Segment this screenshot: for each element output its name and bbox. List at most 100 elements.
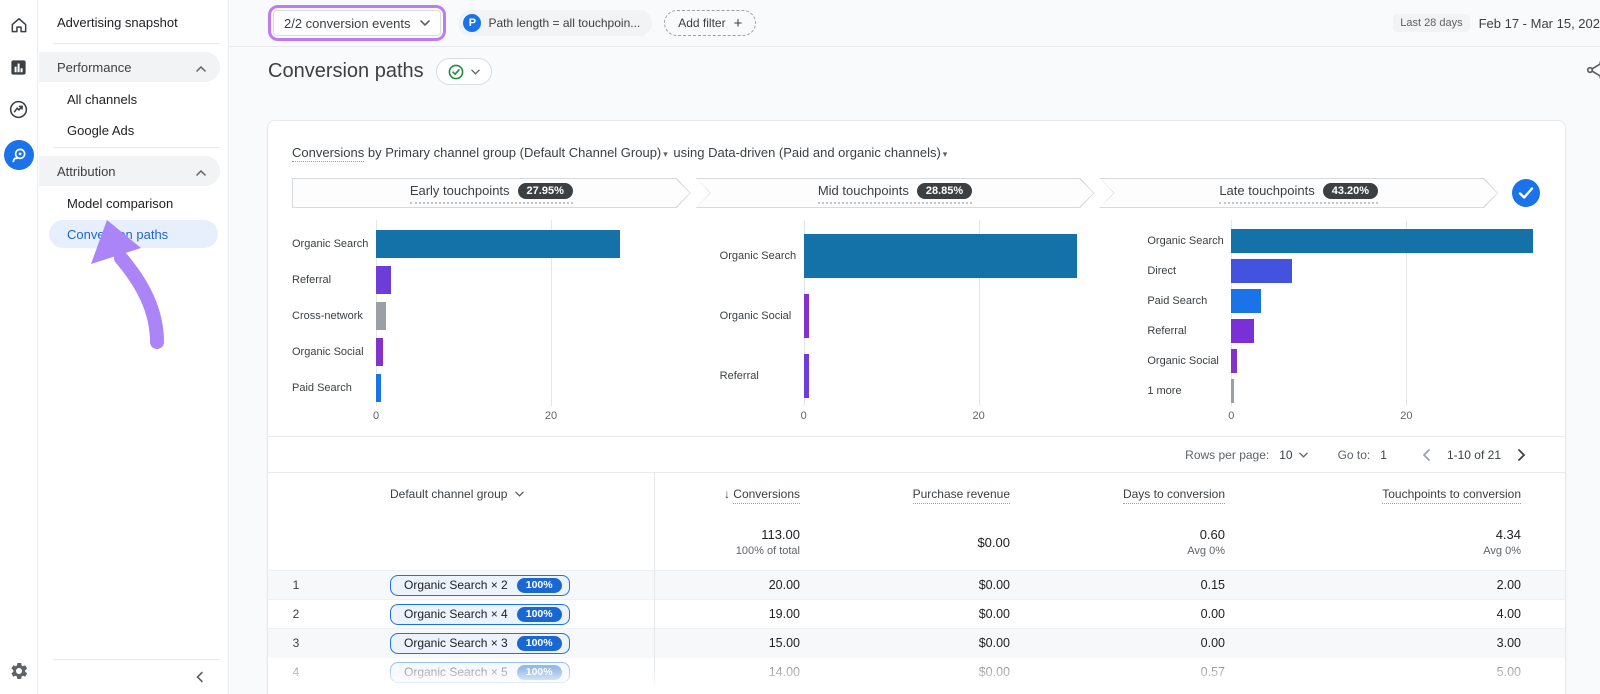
sidebar-item-conversion-paths[interactable]: Conversion paths: [49, 220, 218, 248]
segment-early-touchpoints[interactable]: Early touchpoints 27.95%: [292, 178, 691, 208]
chart-row: Organic Search: [720, 234, 1114, 278]
sidebar-group-performance[interactable]: Performance: [39, 52, 220, 82]
sidebar-item-all-channels[interactable]: All channels: [67, 91, 138, 107]
date-range-picker[interactable]: Last 28 days Feb 17 - Mar 15, 202: [1393, 14, 1600, 32]
summary-touchpoints: 4.34 Avg 0%: [1483, 527, 1521, 557]
touchpoint-segments: Early touchpoints 27.95% Mid touchpoints 28…: [292, 178, 1541, 208]
dimension-dropdown[interactable]: Primary channel group (Default Channel G…: [385, 145, 662, 160]
chart-bar[interactable]: [1231, 349, 1238, 373]
conversion-events-dropdown[interactable]: 2/2 conversion events: [273, 10, 442, 36]
chart-category-label: Organic Search: [719, 250, 797, 262]
chart-late-touchpoints: Organic Search Direct Paid Search Referral O…: [1147, 220, 1541, 424]
model-dropdown[interactable]: Data-driven (Paid and organic channels): [708, 145, 941, 160]
add-filter-button[interactable]: Add filter +: [664, 10, 757, 36]
path-chip[interactable]: Organic Search × 2 100%: [390, 574, 570, 596]
row-days: 0.00: [1200, 636, 1225, 650]
chevron-down-icon: [420, 20, 431, 26]
table-header-row: Default channel group ↓ Conversions Purc…: [268, 472, 1565, 514]
days-header[interactable]: Days to conversion: [1034, 486, 1249, 504]
chart-category-label: Direct: [1147, 265, 1177, 277]
chart-mid-touchpoints: Organic Search Organic Social Referral 0 20: [720, 220, 1114, 424]
revenue-header[interactable]: Purchase revenue: [824, 486, 1034, 504]
table-row: 1 Organic Search × 2 100% 20.00 $0.00 0.15 2.0…: [268, 570, 1565, 599]
row-path-cell: Organic Search × 5 100%: [324, 661, 654, 683]
chart-category-label: Organic Social: [292, 346, 364, 358]
chevron-down-icon: ▾: [942, 149, 948, 159]
chart-bar[interactable]: [803, 234, 1077, 278]
chart-category-label: Paid Search: [292, 382, 352, 394]
report-status-dropdown[interactable]: [435, 58, 492, 85]
chart-category-label: Referral: [719, 370, 759, 382]
previous-page-icon[interactable]: [1417, 445, 1437, 465]
chevron-down-icon: [470, 69, 480, 75]
chart-row: Organic Search: [1147, 229, 1541, 253]
sidebar-item-model-comparison[interactable]: Model comparison: [67, 195, 174, 211]
sidebar-group-label: Attribution: [57, 163, 116, 179]
row-index: 1: [292, 578, 300, 592]
report-card: Conversions by Primary channel group (De…: [267, 120, 1566, 694]
chart-row: Organic Social: [720, 294, 1114, 338]
chart-bar[interactable]: [803, 354, 809, 398]
sidebar-item-advertising-snapshot[interactable]: Advertising snapshot: [57, 15, 178, 30]
date-range-badge: Last 28 days: [1393, 14, 1470, 32]
page-header: Conversion paths: [230, 47, 1600, 96]
goto-input[interactable]: 1: [1380, 447, 1387, 462]
rows-per-page-value: 10: [1279, 447, 1293, 462]
axis-tick-label: 0: [372, 410, 380, 422]
chart-bar[interactable]: [1231, 379, 1234, 403]
advertising-icon[interactable]: [3, 140, 34, 170]
segment-late-touchpoints[interactable]: Late touchpoints 43.20%: [1099, 178, 1498, 208]
sidebar-group-attribution[interactable]: Attribution: [39, 156, 220, 186]
row-index: 3: [292, 636, 300, 650]
next-page-icon[interactable]: [1511, 445, 1531, 465]
conversions-header-label: Conversions: [733, 486, 800, 504]
chart-bar[interactable]: [376, 338, 383, 366]
row-conversions: 14.00: [768, 665, 800, 679]
conversions-header[interactable]: ↓ Conversions: [654, 486, 824, 504]
green-check-icon: [448, 64, 464, 79]
blue-check-icon[interactable]: [1511, 178, 1541, 208]
sort-desc-icon: ↓: [723, 486, 730, 501]
row-conversions: 19.00: [768, 607, 800, 621]
axis-tick-label: 20: [972, 410, 985, 422]
rows-per-page-select[interactable]: 10: [1279, 447, 1308, 462]
chart-bar[interactable]: [376, 230, 621, 258]
table-summary-row: 113.00 100% of total $0.00 0.60 Avg 0% 4…: [268, 514, 1565, 570]
segment-mid-touchpoints[interactable]: Mid touchpoints 28.85%: [696, 178, 1095, 208]
home-icon[interactable]: [8, 14, 30, 36]
sidebar-item-google-ads[interactable]: Google Ads: [67, 122, 135, 138]
chart-gridline: [551, 220, 552, 406]
touchpoints-header[interactable]: Touchpoints to conversion: [1249, 486, 1565, 504]
paths-table: Default channel group ↓ Conversions Purc…: [268, 472, 1565, 686]
path-length-filter-chip[interactable]: P Path length = all touchpoin...: [458, 10, 653, 36]
segment-percentage-badge: 27.95%: [517, 182, 573, 199]
row-path-cell: Organic Search × 4 100%: [324, 603, 654, 625]
chart-row: Referral: [720, 354, 1114, 398]
chart-bar[interactable]: [1231, 259, 1292, 283]
chart-bar[interactable]: [376, 302, 386, 330]
share-icon[interactable]: [1583, 57, 1600, 88]
chart-bar[interactable]: [1231, 319, 1255, 343]
row-touchpoints: 5.00: [1496, 665, 1521, 679]
explore-icon[interactable]: [8, 98, 30, 120]
chart-bar[interactable]: [376, 374, 382, 402]
chart-gridline: [978, 220, 980, 406]
chart-bar[interactable]: [376, 266, 391, 294]
chart-category-label: Paid Search: [1147, 295, 1208, 307]
conversion-events-label: 2/2 conversion events: [284, 15, 411, 31]
reports-icon[interactable]: [8, 56, 30, 78]
rows-per-page: Rows per page: 10: [1185, 447, 1308, 462]
segment-inner: Early touchpoints 27.95%: [409, 182, 573, 204]
collapse-sidebar-icon[interactable]: [39, 660, 228, 694]
axis-tick-label: 20: [1400, 410, 1413, 422]
chart-bar[interactable]: [803, 294, 809, 338]
subtitle-metric[interactable]: Conversions: [292, 145, 365, 162]
chart-bar[interactable]: [1231, 229, 1534, 253]
chart-category-label: 1 more: [1147, 385, 1182, 397]
path-chip[interactable]: Organic Search × 5 100%: [390, 661, 570, 683]
settings-icon[interactable]: [8, 660, 30, 682]
path-chip[interactable]: Organic Search × 3 100%: [390, 632, 570, 654]
channel-group-header[interactable]: Default channel group: [324, 487, 654, 501]
chart-bar[interactable]: [1231, 289, 1262, 313]
path-chip[interactable]: Organic Search × 4 100%: [390, 603, 570, 625]
